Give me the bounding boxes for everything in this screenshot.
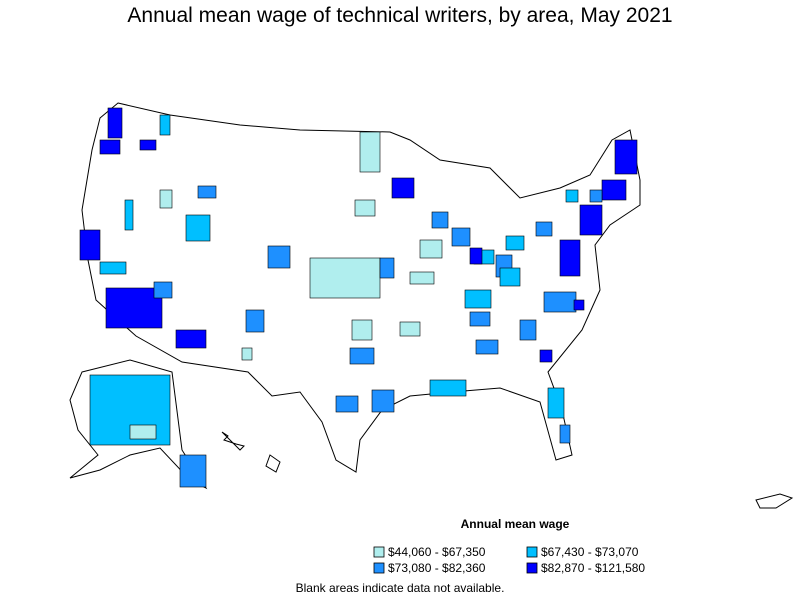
wage-area — [601, 179, 627, 201]
wage-area — [197, 185, 217, 199]
wage-area — [547, 387, 565, 419]
legend-swatch — [373, 546, 385, 558]
wage-area — [565, 189, 579, 203]
wage-area — [589, 189, 603, 203]
wage-area — [475, 339, 499, 355]
legend-swatch — [526, 546, 538, 558]
land — [69, 102, 794, 509]
wage-area — [159, 114, 171, 136]
wage-area — [535, 221, 553, 237]
legend-swatch — [526, 562, 538, 574]
legend-label: $82,870 - $121,580 — [541, 561, 645, 575]
wage-area — [451, 227, 471, 247]
legend-label: $44,060 - $67,350 — [388, 545, 486, 559]
wage-area — [139, 139, 157, 151]
wage-area — [559, 239, 581, 277]
wage-area — [349, 347, 375, 365]
wage-area — [559, 424, 571, 444]
wage-area — [464, 289, 492, 309]
wage-area — [335, 395, 359, 413]
wage-area — [175, 329, 207, 349]
puerto-rico — [755, 493, 794, 509]
wage-area — [99, 139, 121, 155]
wage-area — [241, 347, 253, 361]
wage-area — [579, 204, 603, 236]
wage-area — [185, 214, 211, 242]
hawaii-islands — [221, 431, 245, 451]
wage-area — [159, 189, 173, 209]
legend-swatch — [373, 562, 385, 574]
wage-area — [153, 281, 173, 299]
wage-area — [543, 291, 577, 313]
wage-area — [79, 229, 101, 261]
wage-area — [505, 235, 525, 251]
wage-area — [539, 349, 553, 363]
wage-area — [379, 257, 395, 279]
legend: $44,060 - $67,350 $67,430 - $73,070 $73,08… — [373, 545, 645, 575]
map-title: Annual mean wage of technical writers, b… — [127, 4, 672, 27]
wage-area — [245, 309, 265, 333]
legend-label: $67,430 - $73,070 — [541, 545, 639, 559]
hawaii — [265, 454, 281, 473]
wage-area — [129, 424, 157, 440]
wage-area — [371, 389, 395, 413]
wage-area — [105, 287, 163, 329]
wage-area — [399, 321, 421, 337]
legend-label: $73,080 - $82,360 — [388, 561, 486, 575]
wage-area — [429, 379, 467, 397]
wage-area — [351, 319, 373, 341]
wage-area — [107, 107, 123, 139]
wage-area — [499, 267, 521, 287]
wage-area — [99, 261, 127, 275]
wage-area — [359, 131, 381, 173]
wage-area — [614, 139, 638, 175]
wage-area — [519, 319, 537, 341]
wage-area — [391, 177, 415, 199]
footnote: Blank areas indicate data not available. — [296, 581, 505, 595]
wage-areas — [79, 107, 638, 488]
wage-area — [469, 247, 483, 265]
wage-area — [267, 245, 291, 269]
legend-title: Annual mean wage — [461, 517, 570, 531]
wage-area — [409, 271, 435, 285]
wage-area — [309, 257, 381, 299]
wage-area — [179, 454, 207, 488]
wage-area — [469, 311, 491, 327]
wage-area — [431, 211, 449, 229]
wage-area — [419, 239, 443, 259]
wage-area — [573, 299, 585, 311]
wage-area — [124, 199, 134, 231]
wage-area — [354, 199, 376, 217]
